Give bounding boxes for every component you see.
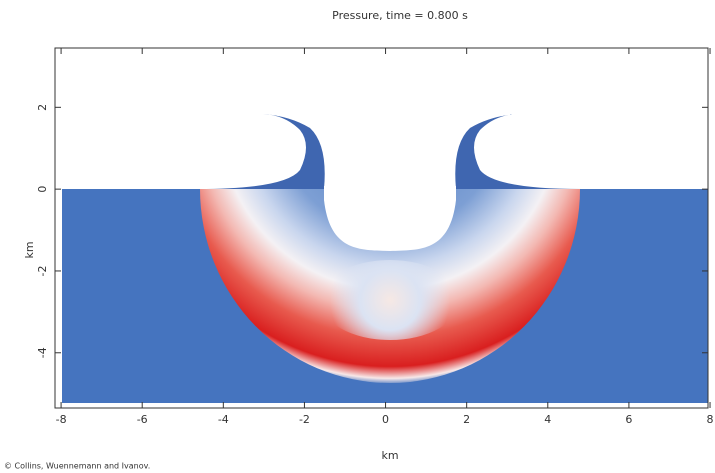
y-tick-label: 2: [36, 104, 49, 111]
x-tick-label: 2: [463, 413, 470, 426]
x-tick-label: -4: [218, 413, 229, 426]
y-axis-label: km: [23, 241, 36, 258]
x-tick-label: 4: [544, 413, 551, 426]
y-tick-label: -4: [36, 347, 49, 358]
x-tick-label: -6: [137, 413, 148, 426]
x-axis-label: km: [381, 449, 398, 462]
x-tick-label: 8: [707, 413, 714, 426]
chart-title: Pressure, time = 0.800 s: [332, 9, 468, 22]
y-tick-label: 0: [36, 186, 49, 193]
pressure-field: [62, 114, 708, 403]
credit: © Collins, Wuennemann and Ivanov.: [4, 462, 150, 471]
plot-frame: [54, 47, 709, 409]
x-tick-label: 0: [382, 413, 389, 426]
x-tick-label: -8: [56, 413, 67, 426]
y-tick-label: -2: [36, 265, 49, 276]
x-tick-label: 6: [625, 413, 632, 426]
x-tick-label: -2: [299, 413, 310, 426]
